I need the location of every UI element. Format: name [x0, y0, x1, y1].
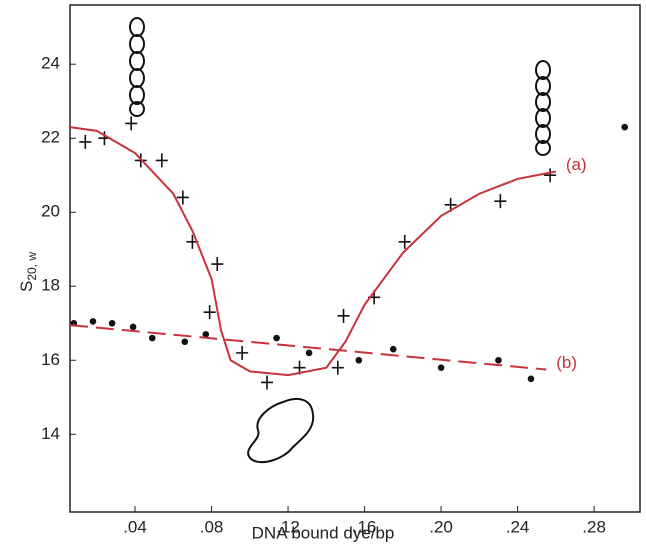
cross-point: [203, 305, 216, 320]
dot-point: [495, 356, 502, 364]
cross-point: [337, 308, 350, 323]
dot-point: [89, 318, 97, 325]
helix-icon: [535, 60, 551, 156]
cross-point: [494, 194, 507, 209]
helix-icon: [129, 17, 145, 117]
curve-label: (a): [566, 155, 587, 174]
y-tick-label: 14: [41, 424, 60, 443]
x-axis-label: DNA bound dye/bp: [252, 523, 395, 542]
dot-point: [527, 375, 535, 383]
dot-point: [355, 356, 363, 364]
x-tick-label: .24: [506, 517, 530, 536]
cross-point: [125, 116, 138, 131]
cross-point: [398, 234, 411, 249]
cross-point: [236, 345, 249, 360]
curve: [69, 324, 547, 371]
y-label-sub: 20, w: [25, 252, 39, 281]
cross-point: [155, 153, 168, 168]
cross-point: [211, 257, 224, 272]
x-tick-label: .16: [353, 517, 377, 536]
y-tick-label: 16: [41, 350, 60, 369]
curve-label: (b): [556, 353, 577, 372]
cross-point: [544, 168, 557, 183]
y-tick-label: 20: [41, 202, 60, 221]
y-axis-label: S20, w: [17, 252, 39, 292]
dot-point: [108, 319, 116, 327]
cross-point: [331, 360, 344, 375]
cross-point: [261, 375, 274, 390]
dot-point: [129, 323, 137, 331]
x-tick-label: .08: [200, 517, 224, 536]
dot-point: [148, 334, 156, 342]
dot-point: [305, 349, 313, 357]
plot-frame: [69, 4, 641, 513]
coil-icon: [247, 397, 315, 464]
x-tick-label: .04: [123, 517, 147, 536]
x-tick-label: .28: [582, 517, 606, 536]
dot-point: [181, 338, 189, 346]
dot-point: [202, 331, 210, 338]
y-tick-label: 22: [41, 128, 60, 147]
cross-point: [176, 190, 189, 205]
y-tick-label: 24: [41, 54, 60, 73]
x-tick-label: .20: [429, 517, 453, 536]
dot-point: [437, 364, 445, 371]
y-tick-label: 18: [41, 276, 60, 295]
curve: [69, 126, 557, 377]
dot-point: [273, 334, 280, 342]
y-label-main: S: [17, 281, 36, 292]
cross-point: [79, 134, 92, 149]
dot-point: [389, 345, 397, 353]
x-tick-label: .12: [276, 517, 300, 536]
dot-point: [621, 123, 628, 131]
